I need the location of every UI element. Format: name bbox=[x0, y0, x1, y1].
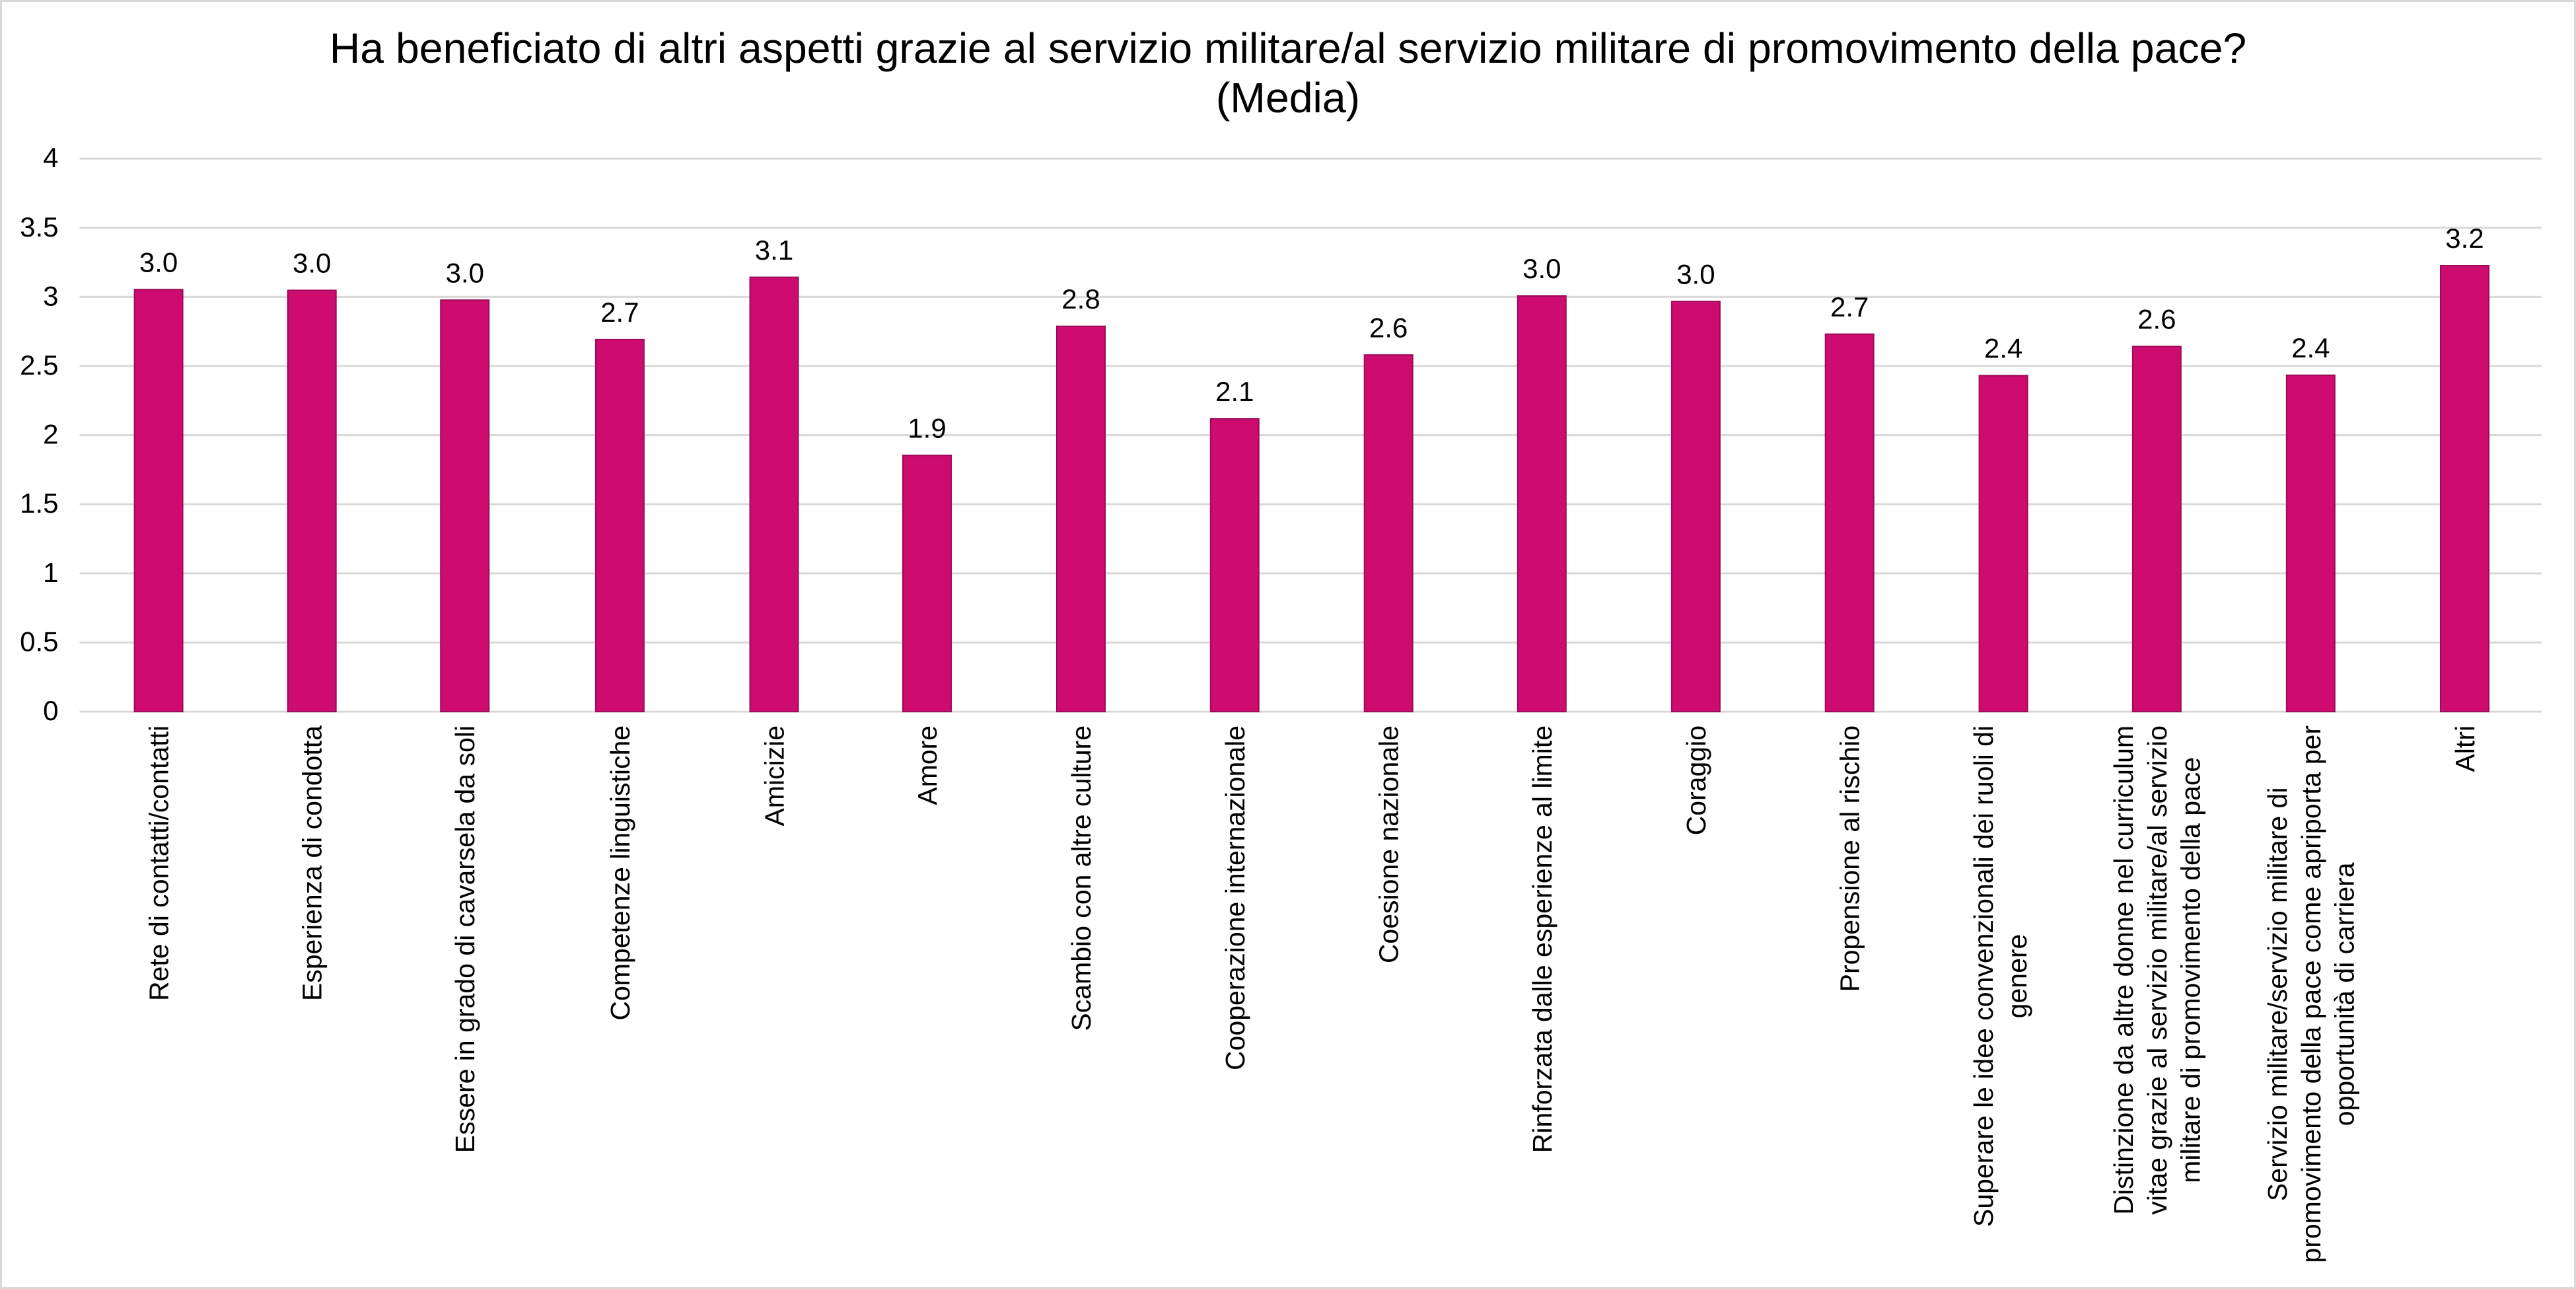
svg-text:3.0: 3.0 bbox=[293, 248, 331, 279]
svg-text:3.0: 3.0 bbox=[1522, 253, 1561, 284]
svg-text:3.0: 3.0 bbox=[139, 246, 178, 277]
svg-text:Coraggio: Coraggio bbox=[1681, 725, 1711, 835]
svg-text:2: 2 bbox=[43, 419, 58, 450]
svg-text:promovimento della pace come a: promovimento della pace come apriporta p… bbox=[2296, 725, 2326, 1263]
svg-text:3.5: 3.5 bbox=[20, 211, 58, 242]
svg-text:0.5: 0.5 bbox=[20, 626, 58, 657]
svg-text:3.2: 3.2 bbox=[2445, 223, 2484, 254]
svg-text:Esperienza di condotta: Esperienza di condotta bbox=[297, 725, 328, 1001]
svg-text:Amicizie: Amicizie bbox=[760, 725, 790, 827]
svg-text:2.6: 2.6 bbox=[1369, 312, 1408, 343]
svg-text:opportunità di carriera: opportunità di carriera bbox=[2330, 862, 2360, 1126]
svg-text:1.5: 1.5 bbox=[20, 488, 58, 519]
svg-text:3: 3 bbox=[43, 280, 58, 311]
svg-text:2.6: 2.6 bbox=[2137, 304, 2176, 335]
svg-text:Propensione al rischio: Propensione al rischio bbox=[1835, 725, 1865, 992]
svg-text:0: 0 bbox=[43, 695, 58, 726]
svg-text:1: 1 bbox=[43, 557, 58, 588]
svg-text:3.1: 3.1 bbox=[755, 235, 793, 266]
svg-text:Coesione nazionale: Coesione nazionale bbox=[1374, 725, 1404, 963]
svg-text:militare di promovimento della: militare di promovimento della pace bbox=[2176, 757, 2206, 1183]
svg-text:3.0: 3.0 bbox=[1676, 259, 1715, 290]
svg-text:2.7: 2.7 bbox=[600, 297, 639, 328]
svg-text:Essere in grado di cavarsela d: Essere in grado di cavarsela da soli bbox=[450, 725, 480, 1153]
svg-text:Distinzione da altre donne nel: Distinzione da altre donne nel curriculu… bbox=[2108, 725, 2139, 1215]
svg-text:2.7: 2.7 bbox=[1830, 291, 1869, 322]
svg-text:vitae grazie al servizio milit: vitae grazie al servizio militare/al ser… bbox=[2142, 725, 2172, 1215]
svg-text:2.4: 2.4 bbox=[1984, 333, 2022, 364]
svg-text:Servizio militare/servizio mil: Servizio militare/servizio militare di bbox=[2262, 788, 2293, 1202]
svg-text:1.9: 1.9 bbox=[908, 413, 946, 444]
svg-text:2.8: 2.8 bbox=[1061, 283, 1100, 314]
svg-text:2.4: 2.4 bbox=[2291, 332, 2330, 363]
svg-text:2.1: 2.1 bbox=[1215, 376, 1254, 407]
svg-text:Altri: Altri bbox=[2450, 725, 2480, 772]
svg-text:Rinforzata dalle esperienze al: Rinforzata dalle esperienze al limite bbox=[1527, 725, 1557, 1153]
svg-text:Rete di contatti/contatti: Rete di contatti/contatti bbox=[144, 725, 174, 1001]
svg-text:Cooperazione internazionale: Cooperazione internazionale bbox=[1220, 725, 1250, 1070]
svg-text:4: 4 bbox=[43, 142, 58, 173]
svg-text:Competenze linguistiche: Competenze linguistiche bbox=[605, 725, 635, 1021]
svg-text:2.5: 2.5 bbox=[20, 350, 58, 381]
svg-text:Scambio con altre culture: Scambio con altre culture bbox=[1066, 725, 1096, 1031]
svg-text:Superare le idee convenzionali: Superare le idee convenzionali dei ruoli… bbox=[1968, 725, 1999, 1227]
svg-text:genere: genere bbox=[2002, 934, 2032, 1019]
svg-text:Ha beneficiato di altri aspett: Ha beneficiato di altri aspetti grazie a… bbox=[330, 24, 2246, 72]
svg-text:Amore: Amore bbox=[912, 725, 943, 805]
svg-text:3.0: 3.0 bbox=[446, 257, 484, 288]
svg-text:(Media): (Media) bbox=[1216, 74, 1360, 122]
